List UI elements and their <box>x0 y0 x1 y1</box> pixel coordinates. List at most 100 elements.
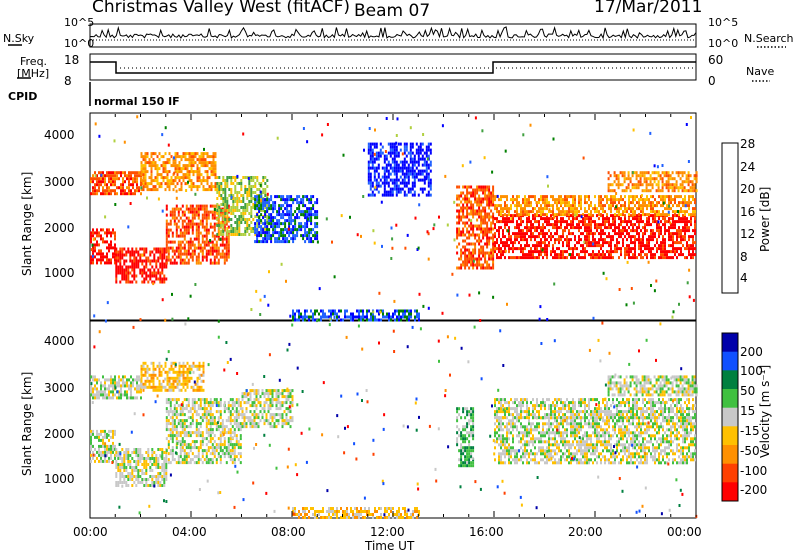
power-cell <box>604 241 606 245</box>
power-cell <box>141 274 144 278</box>
power-cell <box>518 229 520 233</box>
velocity-cell <box>131 466 134 469</box>
power-cell <box>230 176 233 179</box>
velocity-cell <box>151 457 154 460</box>
power-cell <box>472 227 475 231</box>
power-cell <box>484 185 487 189</box>
power-cell <box>130 189 132 193</box>
power-cell <box>164 182 167 186</box>
power-cell <box>117 253 120 257</box>
power-cell <box>104 180 106 184</box>
power-cell <box>204 158 207 162</box>
power-cell <box>144 164 147 168</box>
power-cell <box>270 198 273 202</box>
power-cell <box>114 174 116 178</box>
velocity-cell <box>127 457 130 460</box>
power-cell <box>478 263 481 267</box>
power-cell <box>371 163 374 167</box>
power-cell <box>468 185 471 189</box>
power-cell <box>664 223 666 227</box>
power-cell <box>298 309 300 313</box>
power-cell <box>369 145 372 149</box>
power-cell <box>383 187 386 191</box>
power-cell <box>411 166 414 170</box>
power-cell <box>189 246 192 250</box>
power-cell <box>264 234 267 238</box>
power-cell <box>213 222 216 226</box>
power-cell <box>256 231 259 235</box>
power-cell <box>284 240 287 244</box>
power-cell <box>472 206 475 210</box>
power-scatter-cell <box>416 248 419 251</box>
velocity-cell <box>129 472 132 475</box>
power-cell <box>248 179 251 182</box>
power-cell <box>534 207 536 211</box>
power-cell <box>225 219 228 223</box>
power-cell <box>606 226 608 230</box>
power-cell <box>209 210 212 214</box>
power-cell <box>173 207 176 211</box>
power-cell <box>167 234 170 238</box>
power-cell <box>248 188 251 191</box>
power-cell <box>626 232 628 236</box>
velocity-cell <box>157 478 160 481</box>
power-cell <box>140 152 143 156</box>
power-cell <box>393 172 396 176</box>
velocity-cell <box>119 457 122 460</box>
power-cell <box>407 151 410 155</box>
power-cell <box>558 207 560 211</box>
power-cell <box>122 186 124 190</box>
power-cell <box>508 226 510 230</box>
power-cell <box>96 243 98 247</box>
power-cell <box>470 254 473 258</box>
power-cell <box>298 228 301 232</box>
power-cell <box>630 210 632 214</box>
power-cell <box>236 200 239 203</box>
power-cell <box>665 174 668 178</box>
power-cell <box>306 210 309 214</box>
power-cell <box>502 241 504 245</box>
power-cell <box>338 309 340 313</box>
power-cell <box>626 229 628 233</box>
power-cell <box>159 247 162 251</box>
power-cell <box>234 191 237 194</box>
power-cell <box>205 231 208 235</box>
power-cell <box>642 213 644 217</box>
power-cell <box>634 250 636 254</box>
power-cell <box>226 203 229 206</box>
power-cell <box>383 181 386 185</box>
velocity-cell <box>125 457 128 460</box>
power-cell <box>376 318 378 322</box>
power-cell <box>225 222 228 226</box>
power-cell <box>406 318 408 322</box>
power-cell <box>130 192 132 196</box>
power-cell <box>680 229 682 233</box>
power-cell <box>624 235 626 239</box>
power-cell <box>678 247 680 251</box>
power-cell <box>223 246 226 250</box>
power-cell <box>514 247 516 251</box>
power-cell <box>110 234 112 238</box>
power-cell <box>556 201 558 205</box>
power-cell <box>530 247 532 251</box>
power-cell <box>540 250 542 254</box>
velocity-cell <box>161 457 164 460</box>
power-cell <box>240 200 243 203</box>
power-cell <box>296 207 299 211</box>
power-cell <box>264 213 267 217</box>
power-cell <box>631 174 634 178</box>
power-cell <box>552 195 554 199</box>
power-cell <box>632 226 634 230</box>
power-cell <box>203 207 206 211</box>
power-cell <box>638 247 640 251</box>
power-cell <box>504 223 506 227</box>
power-cell <box>132 183 134 187</box>
power-cell <box>464 215 467 219</box>
power-cell <box>224 197 227 200</box>
velocity-cell <box>114 432 116 436</box>
power-cell <box>244 230 247 233</box>
power-cell <box>135 265 138 269</box>
power-cell <box>464 194 467 198</box>
power-cell <box>168 182 171 186</box>
power-cell <box>500 247 502 251</box>
